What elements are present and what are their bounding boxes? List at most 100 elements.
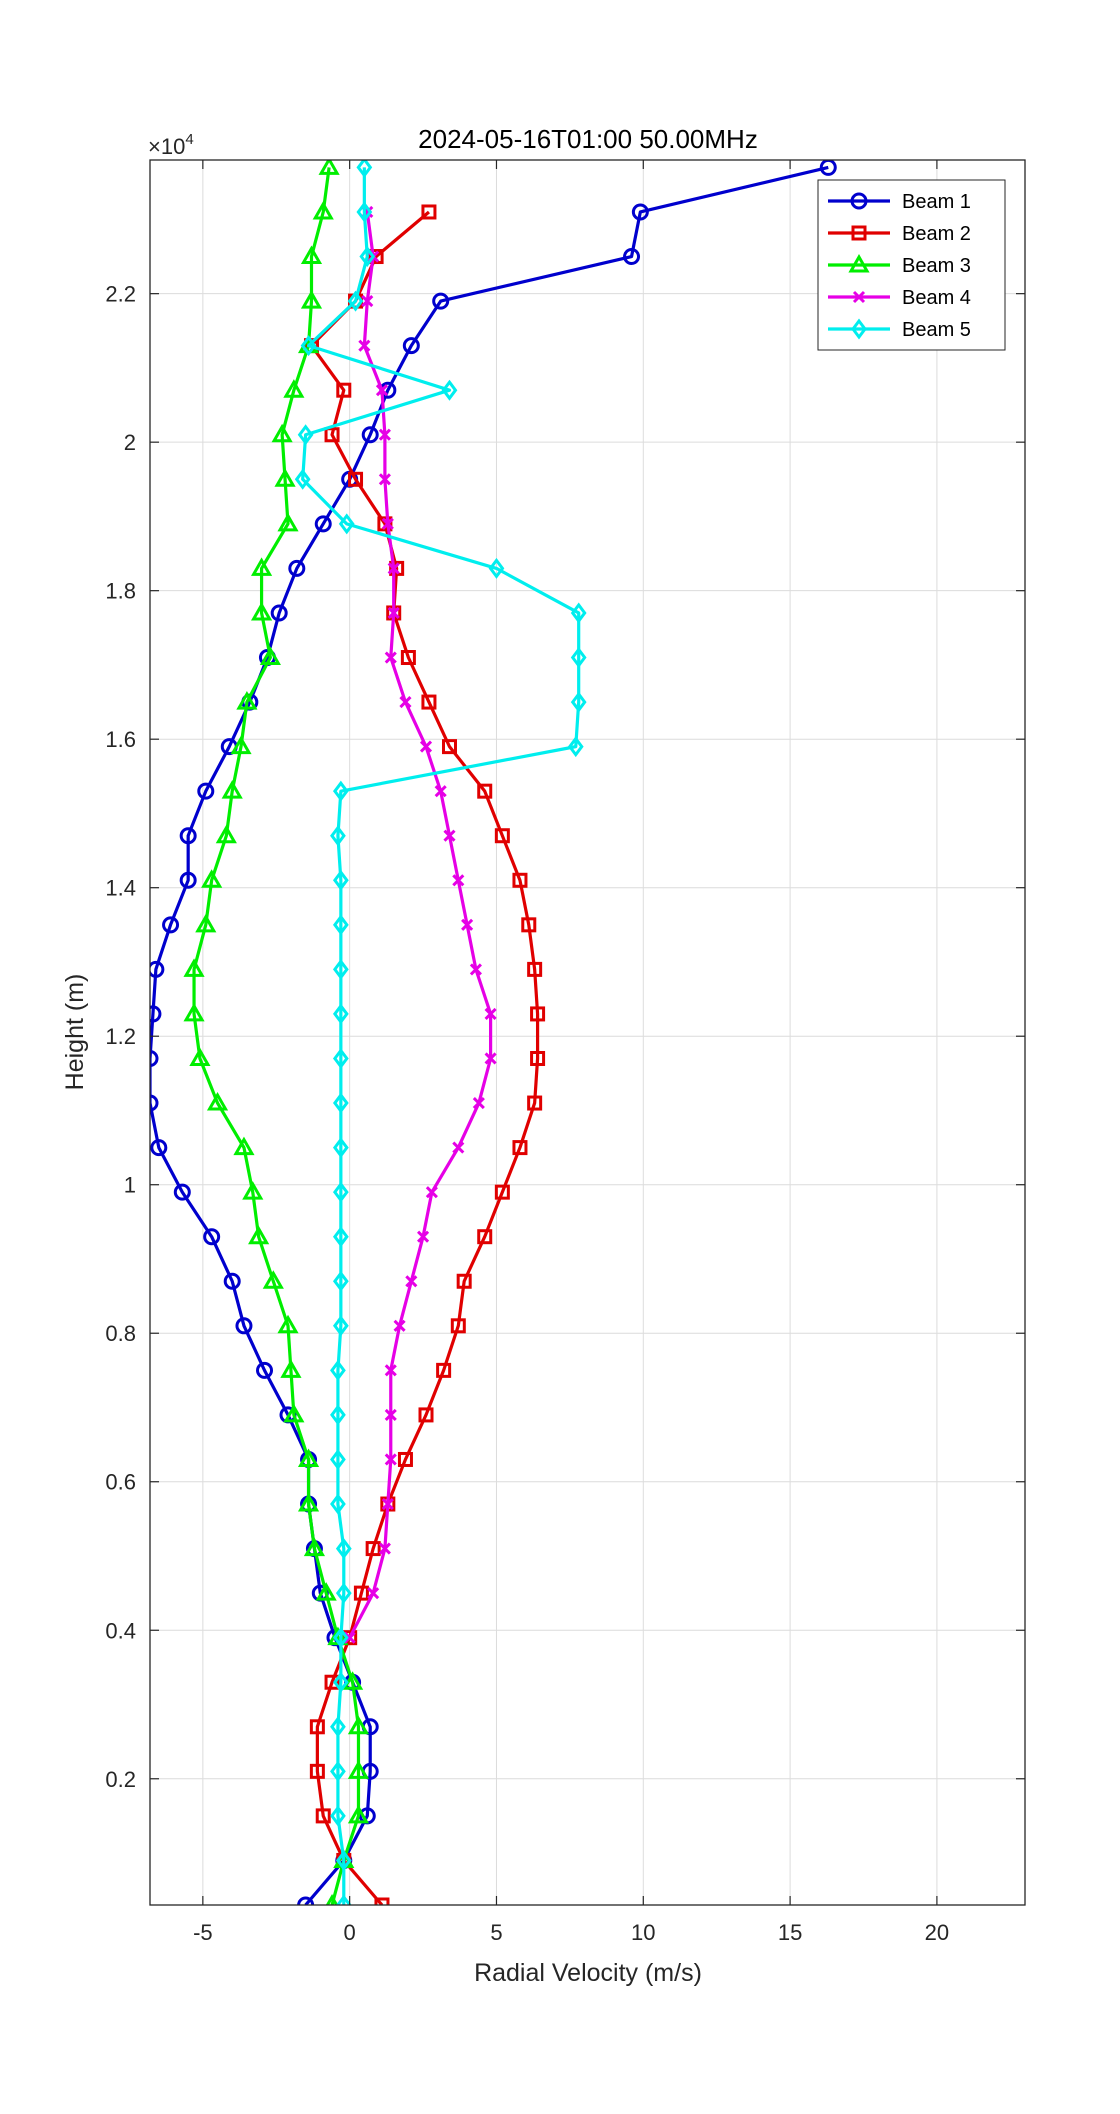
legend-label: Beam 3 bbox=[902, 255, 971, 277]
data-point bbox=[389, 560, 405, 576]
data-point bbox=[330, 1760, 346, 1782]
chart-title: 2024-05-16T01:00 50.00MHz bbox=[418, 124, 758, 154]
data-point bbox=[173, 1183, 191, 1201]
data-point bbox=[347, 1715, 370, 1735]
data-point bbox=[393, 1319, 406, 1332]
data-point bbox=[332, 1270, 349, 1292]
data-point bbox=[206, 1092, 229, 1111]
data-point bbox=[570, 691, 587, 713]
data-point bbox=[469, 963, 482, 976]
data-point bbox=[330, 1716, 346, 1738]
legend-marker bbox=[850, 192, 868, 210]
data-point bbox=[384, 651, 397, 664]
data-point bbox=[189, 1047, 211, 1066]
data-point bbox=[330, 1359, 346, 1381]
x-tick-label: 10 bbox=[631, 1920, 655, 1945]
y-tick-label: 0.6 bbox=[105, 1470, 136, 1495]
data-point bbox=[432, 292, 450, 310]
series-3 bbox=[183, 160, 370, 1905]
data-point bbox=[230, 735, 252, 755]
data-point bbox=[197, 782, 215, 800]
y-tick-label: 2.2 bbox=[105, 282, 136, 307]
data-point bbox=[330, 1404, 346, 1426]
data-point bbox=[419, 740, 433, 753]
data-point bbox=[381, 517, 394, 530]
data-point bbox=[271, 423, 293, 443]
data-point bbox=[332, 1181, 349, 1203]
legend-item: Beam 5 bbox=[828, 318, 971, 341]
data-point bbox=[324, 427, 340, 443]
data-point bbox=[183, 958, 205, 977]
data-point bbox=[283, 1403, 305, 1423]
y-tick-label: 0.2 bbox=[105, 1767, 136, 1792]
data-point bbox=[450, 1318, 466, 1334]
data-point bbox=[332, 1671, 349, 1693]
data-point bbox=[324, 1674, 340, 1690]
data-point bbox=[484, 1007, 497, 1021]
data-point bbox=[443, 829, 456, 842]
data-point bbox=[332, 1137, 349, 1159]
y-tick-label: 1 bbox=[124, 1173, 136, 1198]
data-point bbox=[359, 246, 376, 268]
data-point bbox=[332, 958, 349, 980]
series-line bbox=[309, 210, 540, 1905]
data-point bbox=[336, 382, 352, 398]
data-point bbox=[332, 780, 349, 802]
data-point bbox=[343, 1631, 356, 1644]
data-point bbox=[300, 335, 317, 357]
plot-frame bbox=[149, 159, 1026, 1906]
data-point bbox=[250, 557, 273, 576]
data-point bbox=[512, 872, 528, 888]
legend-label: Beam 1 bbox=[902, 191, 971, 213]
data-point bbox=[300, 245, 323, 265]
data-point bbox=[332, 869, 349, 891]
legend: Beam 1 Beam 2 Beam 3 Beam 4 Beam 5 bbox=[817, 179, 1006, 351]
legend-marker bbox=[848, 253, 870, 273]
data-point bbox=[387, 562, 400, 575]
data-point bbox=[277, 512, 299, 532]
y-tick-label: 1.6 bbox=[105, 727, 136, 752]
data-point bbox=[183, 1002, 205, 1022]
data-point bbox=[405, 1275, 418, 1288]
data-point bbox=[421, 694, 437, 710]
data-point bbox=[417, 1230, 430, 1243]
data-point bbox=[436, 1362, 452, 1378]
data-point bbox=[456, 1273, 472, 1289]
data-point bbox=[347, 290, 364, 312]
data-point bbox=[421, 204, 437, 220]
data-point bbox=[397, 1451, 413, 1467]
legend-marker bbox=[852, 290, 866, 304]
data-point bbox=[381, 1497, 394, 1511]
data-point bbox=[494, 1184, 510, 1200]
data-point bbox=[150, 1049, 159, 1067]
data-point bbox=[353, 1585, 369, 1601]
data-point bbox=[201, 869, 223, 888]
data-point bbox=[150, 1139, 168, 1157]
x-tick-label: 0 bbox=[344, 1920, 356, 1945]
x-axis-label: Radial Velocity (m/s) bbox=[474, 1959, 702, 1987]
y-exponent-label: ×104 bbox=[148, 131, 194, 159]
data-point bbox=[631, 203, 649, 221]
data-point bbox=[215, 824, 237, 844]
data-point bbox=[347, 1760, 370, 1779]
data-point bbox=[274, 468, 296, 487]
data-point bbox=[361, 426, 379, 444]
data-point bbox=[330, 1805, 346, 1827]
data-point bbox=[570, 602, 587, 624]
data-point bbox=[338, 513, 355, 535]
data-point bbox=[332, 1315, 349, 1337]
data-point bbox=[570, 647, 587, 669]
data-point bbox=[179, 827, 197, 845]
data-point bbox=[303, 1537, 326, 1557]
data-point bbox=[280, 1359, 302, 1378]
axis-ticks bbox=[150, 160, 1025, 1905]
data-point bbox=[297, 1896, 315, 1905]
data-point bbox=[150, 1005, 162, 1023]
data-point bbox=[270, 604, 288, 622]
plot-background bbox=[150, 160, 1025, 1905]
legend-item: Beam 1 bbox=[828, 191, 971, 213]
data-point bbox=[242, 1181, 264, 1200]
data-point bbox=[530, 1050, 546, 1066]
data-point bbox=[314, 515, 332, 533]
data-point bbox=[441, 379, 458, 401]
